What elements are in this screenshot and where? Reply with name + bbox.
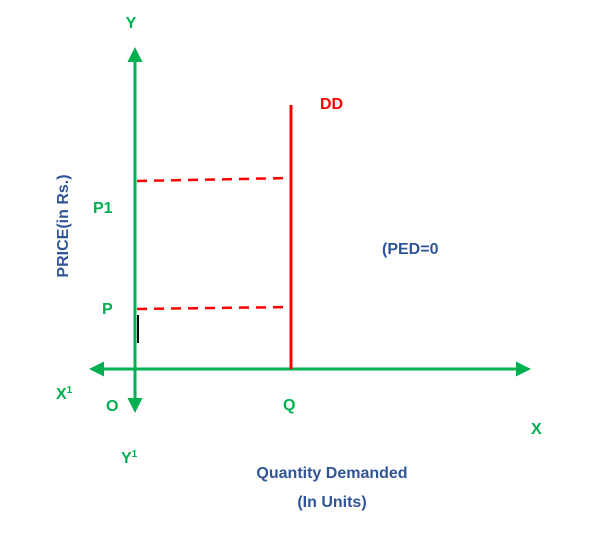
dd-label: DD bbox=[320, 96, 343, 113]
p1-label: P1 bbox=[93, 200, 113, 217]
p-dashed-line bbox=[136, 305, 292, 311]
p1-dashed-line bbox=[136, 176, 292, 183]
y-prime-label: Y1 bbox=[121, 449, 138, 467]
x-axis-label: X bbox=[531, 421, 542, 438]
p-label: P bbox=[102, 301, 113, 318]
x-axis-title-line2: (In Units) bbox=[297, 494, 366, 511]
x-axis-title-line1: Quantity Demanded bbox=[256, 465, 407, 482]
y-axis-label: Y bbox=[126, 15, 137, 32]
y-axis-title: PRICE(in Rs.) bbox=[55, 174, 72, 277]
ped-annotation: (PED=0 bbox=[382, 241, 439, 258]
x-prime-label: X1 bbox=[56, 385, 73, 403]
origin-label: O bbox=[106, 398, 118, 415]
q-label: Q bbox=[283, 397, 295, 414]
